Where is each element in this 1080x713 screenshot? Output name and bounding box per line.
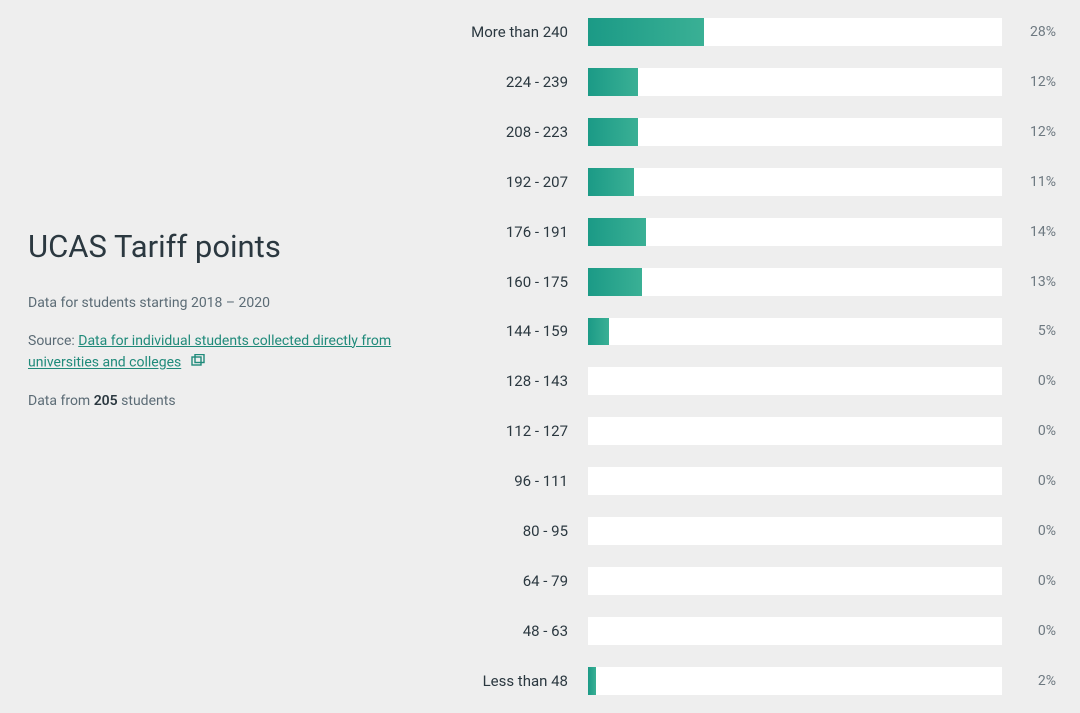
bar-fill — [588, 118, 638, 146]
bar-track — [588, 667, 1002, 695]
page-root: UCAS Tariff points Data for students sta… — [0, 0, 1080, 713]
percent-label: 0% — [1002, 573, 1062, 589]
bar-track — [588, 218, 1002, 246]
percent-label: 12% — [1002, 124, 1062, 140]
bar-fill — [588, 68, 638, 96]
percent-label: 13% — [1002, 274, 1062, 290]
bar-track — [588, 268, 1002, 296]
category-label: 160 - 175 — [428, 273, 588, 291]
bar-track — [588, 517, 1002, 545]
source-line: Source: Data for individual students col… — [28, 331, 393, 375]
category-label: 48 - 63 — [428, 622, 588, 640]
info-panel: UCAS Tariff points Data for students sta… — [28, 18, 418, 695]
category-label: 144 - 159 — [428, 322, 588, 340]
chart-row: 208 - 223 12% — [428, 118, 1062, 146]
bar-track — [588, 18, 1002, 46]
source-prefix: Source: — [28, 333, 78, 349]
percent-label: 0% — [1002, 623, 1062, 639]
chart-row: 144 - 159 5% — [428, 318, 1062, 346]
category-label: 112 - 127 — [428, 422, 588, 440]
category-label: 208 - 223 — [428, 123, 588, 141]
category-label: 176 - 191 — [428, 223, 588, 241]
bar-fill — [588, 168, 634, 196]
bar-track — [588, 118, 1002, 146]
chart-row: 160 - 175 13% — [428, 268, 1062, 296]
percent-label: 0% — [1002, 423, 1062, 439]
chart-row: 112 - 127 0% — [428, 417, 1062, 445]
percent-label: 2% — [1002, 673, 1062, 689]
percent-label: 0% — [1002, 473, 1062, 489]
bar-track — [588, 367, 1002, 395]
percent-label: 14% — [1002, 224, 1062, 240]
percent-label: 0% — [1002, 373, 1062, 389]
bar-track — [588, 467, 1002, 495]
date-range-line: Data for students starting 2018 – 2020 — [28, 293, 393, 315]
percent-label: 12% — [1002, 74, 1062, 90]
percent-label: 5% — [1002, 323, 1062, 339]
bar-fill — [588, 18, 704, 46]
bar-track — [588, 617, 1002, 645]
percent-label: 0% — [1002, 523, 1062, 539]
bar-track — [588, 417, 1002, 445]
chart-row: 80 - 95 0% — [428, 517, 1062, 545]
bar-track — [588, 318, 1002, 346]
chart-row: 176 - 191 14% — [428, 218, 1062, 246]
category-label: 224 - 239 — [428, 73, 588, 91]
percent-label: 28% — [1002, 24, 1062, 40]
chart-row: More than 240 28% — [428, 18, 1062, 46]
bar-fill — [588, 268, 642, 296]
category-label: 128 - 143 — [428, 372, 588, 390]
bar-track — [588, 168, 1002, 196]
chart-row: 128 - 143 0% — [428, 367, 1062, 395]
category-label: 96 - 111 — [428, 472, 588, 490]
chart-row: Less than 48 2% — [428, 667, 1062, 695]
category-label: 64 - 79 — [428, 572, 588, 590]
chart-row: 64 - 79 0% — [428, 567, 1062, 595]
source-link[interactable]: Data for individual students collected d… — [28, 333, 391, 371]
student-count-line: Data from 205 students — [28, 391, 393, 413]
page-title: UCAS Tariff points — [28, 228, 393, 265]
bar-fill — [588, 318, 609, 346]
chart-row: 192 - 207 11% — [428, 168, 1062, 196]
chart-row: 96 - 111 0% — [428, 467, 1062, 495]
bar-track — [588, 68, 1002, 96]
stats-prefix: Data from — [28, 393, 94, 409]
chart-row: 48 - 63 0% — [428, 617, 1062, 645]
percent-label: 11% — [1002, 174, 1062, 190]
category-label: Less than 48 — [428, 672, 588, 690]
stats-count: 205 — [94, 393, 118, 409]
tariff-bar-chart: More than 240 28% 224 - 239 12% 208 - 223 12%… — [428, 18, 1062, 695]
category-label: More than 240 — [428, 23, 588, 41]
category-label: 80 - 95 — [428, 522, 588, 540]
popup-icon[interactable] — [191, 354, 205, 370]
bar-fill — [588, 667, 596, 695]
stats-suffix: students — [118, 393, 176, 409]
chart-row: 224 - 239 12% — [428, 68, 1062, 96]
category-label: 192 - 207 — [428, 173, 588, 191]
bar-fill — [588, 218, 646, 246]
bar-track — [588, 567, 1002, 595]
